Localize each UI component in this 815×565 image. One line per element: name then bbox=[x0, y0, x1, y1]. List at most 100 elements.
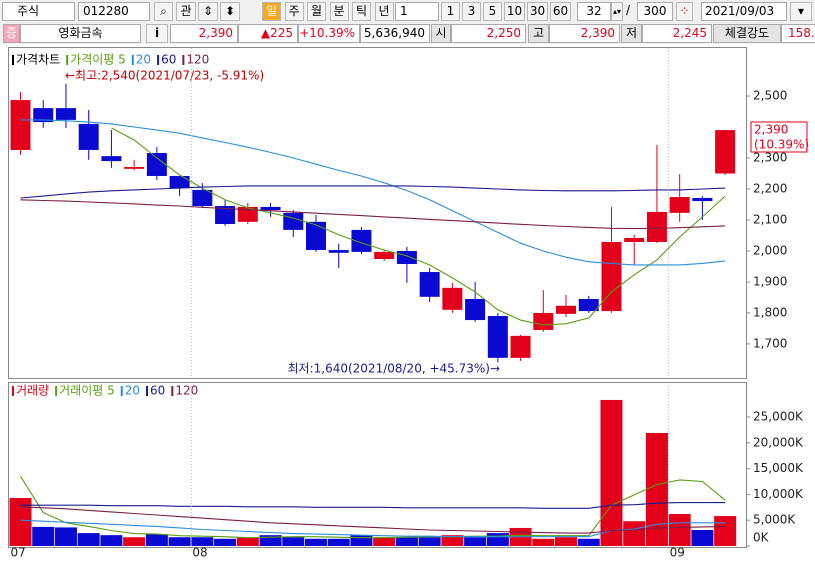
period-button[interactable]: 분 bbox=[329, 2, 349, 21]
y-tick-label: 1,700 bbox=[753, 336, 787, 350]
interval-button[interactable]: 60 bbox=[550, 2, 571, 21]
total-count-input[interactable]: 300 bbox=[637, 2, 673, 21]
interval-button[interactable]: 10 bbox=[504, 2, 525, 21]
volume-bar bbox=[168, 537, 191, 546]
period-button[interactable]: 월 bbox=[307, 2, 326, 21]
volume-bar bbox=[123, 537, 146, 546]
volume-bar bbox=[395, 537, 418, 546]
market-select[interactable]: 주식 bbox=[2, 2, 75, 21]
x-tick-label: 07 bbox=[11, 546, 26, 560]
volume: 5,636,940 bbox=[360, 24, 430, 43]
badge: 증 bbox=[3, 24, 20, 43]
search-button[interactable]: ⌕ bbox=[154, 2, 173, 21]
volume-bar bbox=[464, 537, 487, 546]
candle-body bbox=[510, 335, 531, 358]
spin-button[interactable]: ⬍ bbox=[220, 2, 240, 21]
ma-line bbox=[20, 199, 726, 230]
candle-body bbox=[351, 229, 372, 252]
legend-swatch bbox=[120, 386, 123, 396]
open: 2,250 bbox=[451, 24, 526, 43]
period-button[interactable]: 년 bbox=[374, 2, 394, 21]
candle-body bbox=[192, 189, 213, 207]
legend-swatch bbox=[12, 55, 14, 65]
last-change-label: (10.39%) bbox=[754, 138, 809, 152]
candle-body bbox=[101, 156, 122, 162]
ma-line bbox=[20, 519, 726, 538]
candle-body bbox=[374, 251, 395, 260]
candle-body bbox=[419, 272, 440, 297]
date-input[interactable]: 2021/09/03 bbox=[701, 2, 787, 21]
y-tick-label: 15,000K bbox=[753, 461, 804, 475]
plot-layer bbox=[10, 83, 736, 363]
ma-line bbox=[20, 119, 726, 266]
candle-body bbox=[396, 250, 417, 264]
volume-pane bbox=[8, 382, 747, 548]
y-tick-label: 2,200 bbox=[753, 181, 787, 195]
visible-count-input[interactable]: 32 bbox=[577, 2, 611, 21]
y-tick-label: 2,100 bbox=[753, 212, 787, 226]
volume-bar bbox=[418, 537, 441, 546]
interval-button[interactable]: 5 bbox=[483, 2, 502, 21]
legend-label: 60 bbox=[150, 384, 165, 398]
volume-bar bbox=[145, 534, 168, 546]
candle-body bbox=[715, 130, 736, 174]
last-price-label: 2,390 bbox=[754, 123, 788, 137]
prev-next-button[interactable]: ⇕ bbox=[198, 2, 218, 21]
period-button[interactable]: 틱 bbox=[352, 2, 371, 21]
volume-bar bbox=[645, 432, 668, 546]
count-spinner[interactable]: ▴▾ bbox=[611, 2, 623, 21]
candle-body bbox=[465, 298, 486, 321]
interval-button[interactable]: 1 bbox=[441, 2, 460, 21]
legend-swatch bbox=[146, 386, 149, 396]
info-button[interactable]: i bbox=[146, 24, 168, 43]
legend-swatch bbox=[182, 55, 185, 65]
high-label: 고 bbox=[528, 24, 549, 43]
y-tick-label: 2,000 bbox=[753, 243, 787, 257]
interval-button[interactable]: 3 bbox=[462, 2, 481, 21]
volume-bar bbox=[441, 535, 464, 546]
y-tick-label: 1,800 bbox=[753, 305, 787, 319]
volume-bar bbox=[532, 538, 555, 546]
legend-label: 120 bbox=[175, 384, 198, 398]
legend-label: 거래이평 5 bbox=[59, 384, 115, 398]
period-count-select[interactable]: 1 bbox=[395, 2, 439, 21]
legend-swatch bbox=[131, 55, 134, 65]
legend-swatch bbox=[12, 386, 14, 396]
y-tick-label: 0K bbox=[753, 531, 770, 545]
candle-body bbox=[33, 108, 54, 123]
candle-body bbox=[533, 312, 554, 330]
candle-body bbox=[124, 166, 145, 169]
legend-label: 120 bbox=[186, 53, 209, 67]
chart: ←최고:2,540(2021/07/23, -5.91%) 최저:1,640(2… bbox=[0, 44, 815, 565]
volume-bar bbox=[486, 533, 509, 546]
period-button[interactable]: 일 bbox=[262, 2, 281, 21]
candle-body bbox=[692, 197, 713, 202]
related-button[interactable]: 관 bbox=[176, 2, 196, 21]
code-input[interactable]: 012280 bbox=[78, 2, 150, 21]
candle-body bbox=[442, 287, 463, 310]
ma-line bbox=[20, 502, 726, 509]
candle-body bbox=[578, 298, 599, 312]
candle-body bbox=[78, 123, 99, 150]
zoom-button[interactable]: ⁘ bbox=[676, 2, 693, 21]
candle-body bbox=[169, 175, 190, 189]
interval-button[interactable]: 30 bbox=[527, 2, 548, 21]
legend-label: 가격이평 5 bbox=[70, 53, 126, 67]
low-annotation: 최저:1,640(2021/08/20, +45.73%)→ bbox=[288, 362, 501, 376]
volume-bar bbox=[555, 537, 578, 546]
volume-bar bbox=[350, 535, 373, 546]
volume-bar bbox=[259, 535, 282, 546]
volume-bar bbox=[191, 537, 214, 546]
stock-name: 영화금속 bbox=[20, 24, 141, 43]
low: 2,245 bbox=[642, 24, 712, 43]
volume-bar bbox=[304, 538, 327, 546]
volume-bar bbox=[577, 538, 600, 546]
period-button[interactable]: 주 bbox=[284, 2, 304, 21]
candle-body bbox=[10, 100, 31, 150]
volume-bar bbox=[668, 514, 691, 546]
calendar-button[interactable]: ▾ bbox=[790, 2, 812, 21]
price: 2,390 bbox=[170, 24, 238, 43]
ma-line bbox=[111, 127, 726, 326]
candle-body bbox=[146, 153, 167, 176]
